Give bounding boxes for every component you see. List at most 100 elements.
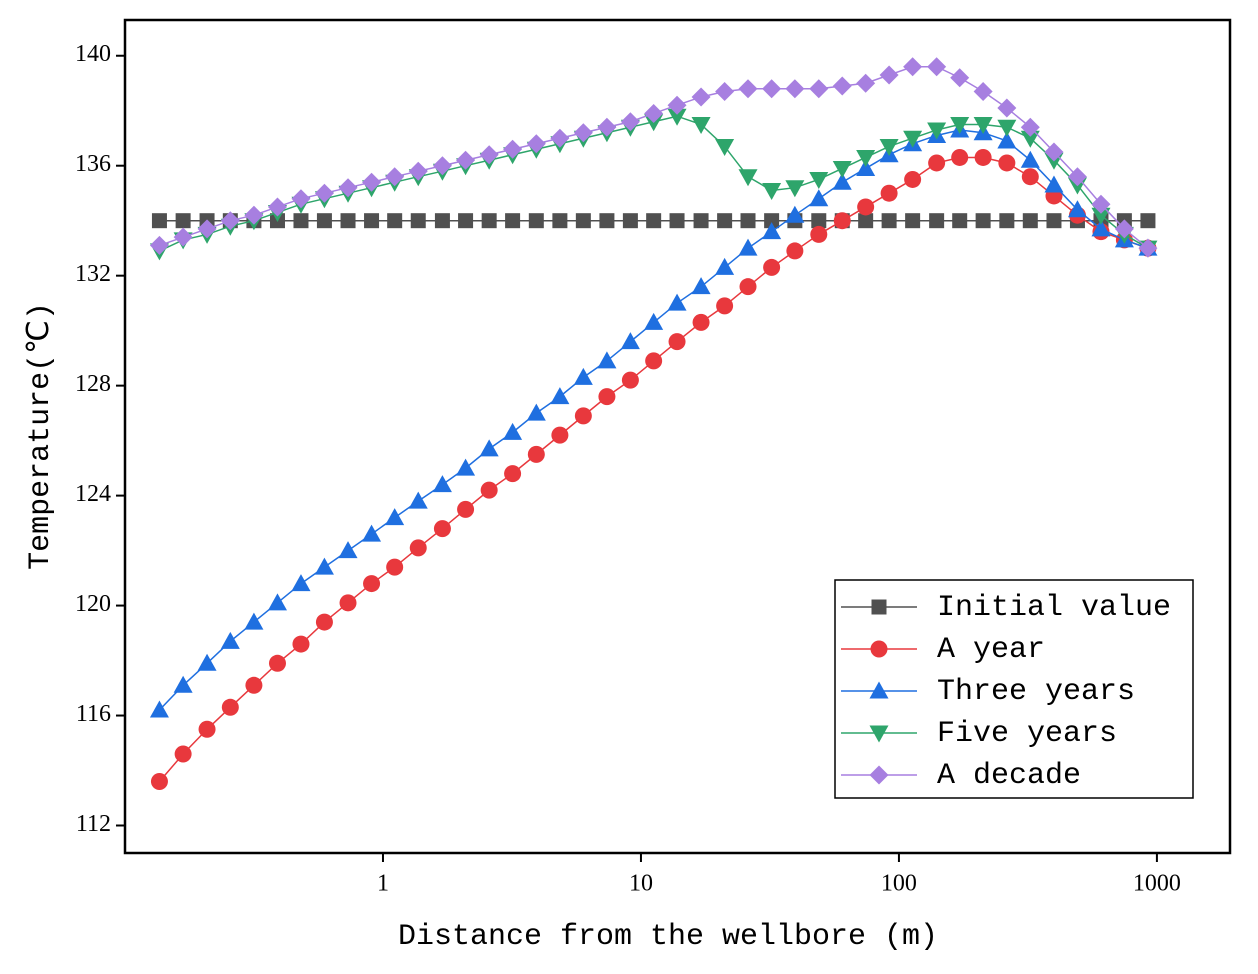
marker (575, 213, 591, 229)
marker (857, 198, 875, 216)
marker (950, 68, 970, 88)
marker (479, 145, 499, 165)
marker (432, 156, 452, 176)
marker (856, 73, 876, 93)
marker (291, 189, 311, 209)
marker (903, 130, 923, 148)
marker (669, 213, 685, 229)
marker (526, 134, 546, 154)
marker (150, 773, 168, 791)
legend-marker (869, 725, 889, 743)
marker (950, 116, 970, 134)
marker (221, 698, 239, 716)
marker (763, 258, 781, 276)
x-axis-label: Distance from the wellbore (m) (398, 920, 938, 954)
x-tick-label: 1000 (1133, 871, 1181, 897)
y-tick-label: 128 (75, 371, 111, 397)
marker (174, 745, 192, 763)
marker (197, 653, 217, 671)
marker (1140, 213, 1156, 229)
marker (481, 213, 497, 229)
marker (739, 278, 757, 296)
marker (1091, 207, 1111, 225)
marker (620, 332, 640, 350)
marker (738, 79, 758, 99)
marker (291, 574, 311, 592)
marker (458, 213, 474, 229)
marker (198, 720, 216, 738)
marker (149, 700, 169, 718)
x-tick-label: 10 (629, 871, 653, 897)
plot-frame (123, 18, 1232, 855)
marker (409, 539, 427, 557)
marker (762, 182, 782, 200)
marker (691, 277, 711, 295)
marker (904, 170, 922, 188)
y-tick-label: 116 (76, 701, 111, 727)
marker (693, 213, 709, 229)
marker (599, 213, 615, 229)
marker (504, 465, 522, 483)
marker (691, 116, 711, 134)
marker (810, 225, 828, 243)
marker (220, 631, 240, 649)
marker (433, 520, 451, 538)
marker (621, 371, 639, 389)
marker (432, 475, 452, 493)
marker (668, 333, 686, 351)
marker (973, 116, 993, 134)
y-tick-label: 124 (75, 481, 111, 507)
marker (149, 235, 169, 255)
marker (314, 557, 334, 575)
marker (1021, 168, 1039, 186)
marker (316, 213, 332, 229)
marker (503, 139, 523, 159)
legend-box (834, 579, 1194, 799)
marker (505, 213, 521, 229)
marker (552, 213, 568, 229)
legend-marker (870, 640, 888, 658)
marker (597, 117, 617, 137)
y-tick-label: 140 (75, 41, 111, 67)
marker (997, 98, 1017, 118)
marker (267, 593, 287, 611)
marker (738, 169, 758, 187)
marker (244, 612, 264, 630)
marker (644, 312, 664, 330)
marker (644, 103, 664, 123)
marker (456, 458, 476, 476)
marker (173, 675, 193, 693)
marker (879, 65, 899, 85)
marker (809, 79, 829, 99)
marker (1020, 117, 1040, 137)
marker (528, 213, 544, 229)
marker (645, 352, 663, 370)
marker (1067, 167, 1087, 187)
marker (691, 87, 711, 107)
marker (1020, 130, 1040, 148)
marker (927, 122, 947, 140)
marker (856, 149, 876, 167)
marker (785, 79, 805, 99)
marker (362, 524, 382, 542)
marker (880, 184, 898, 202)
marker (997, 119, 1017, 137)
marker (408, 161, 428, 181)
marker (667, 95, 687, 115)
marker (786, 242, 804, 260)
marker (974, 148, 992, 166)
marker (951, 148, 969, 166)
marker (905, 213, 921, 229)
marker (999, 213, 1015, 229)
marker (364, 213, 380, 229)
marker (715, 81, 735, 101)
marker (363, 575, 381, 593)
marker (997, 131, 1017, 149)
marker (832, 160, 852, 178)
marker (620, 112, 640, 132)
marker (973, 81, 993, 101)
legend-marker (871, 599, 887, 615)
